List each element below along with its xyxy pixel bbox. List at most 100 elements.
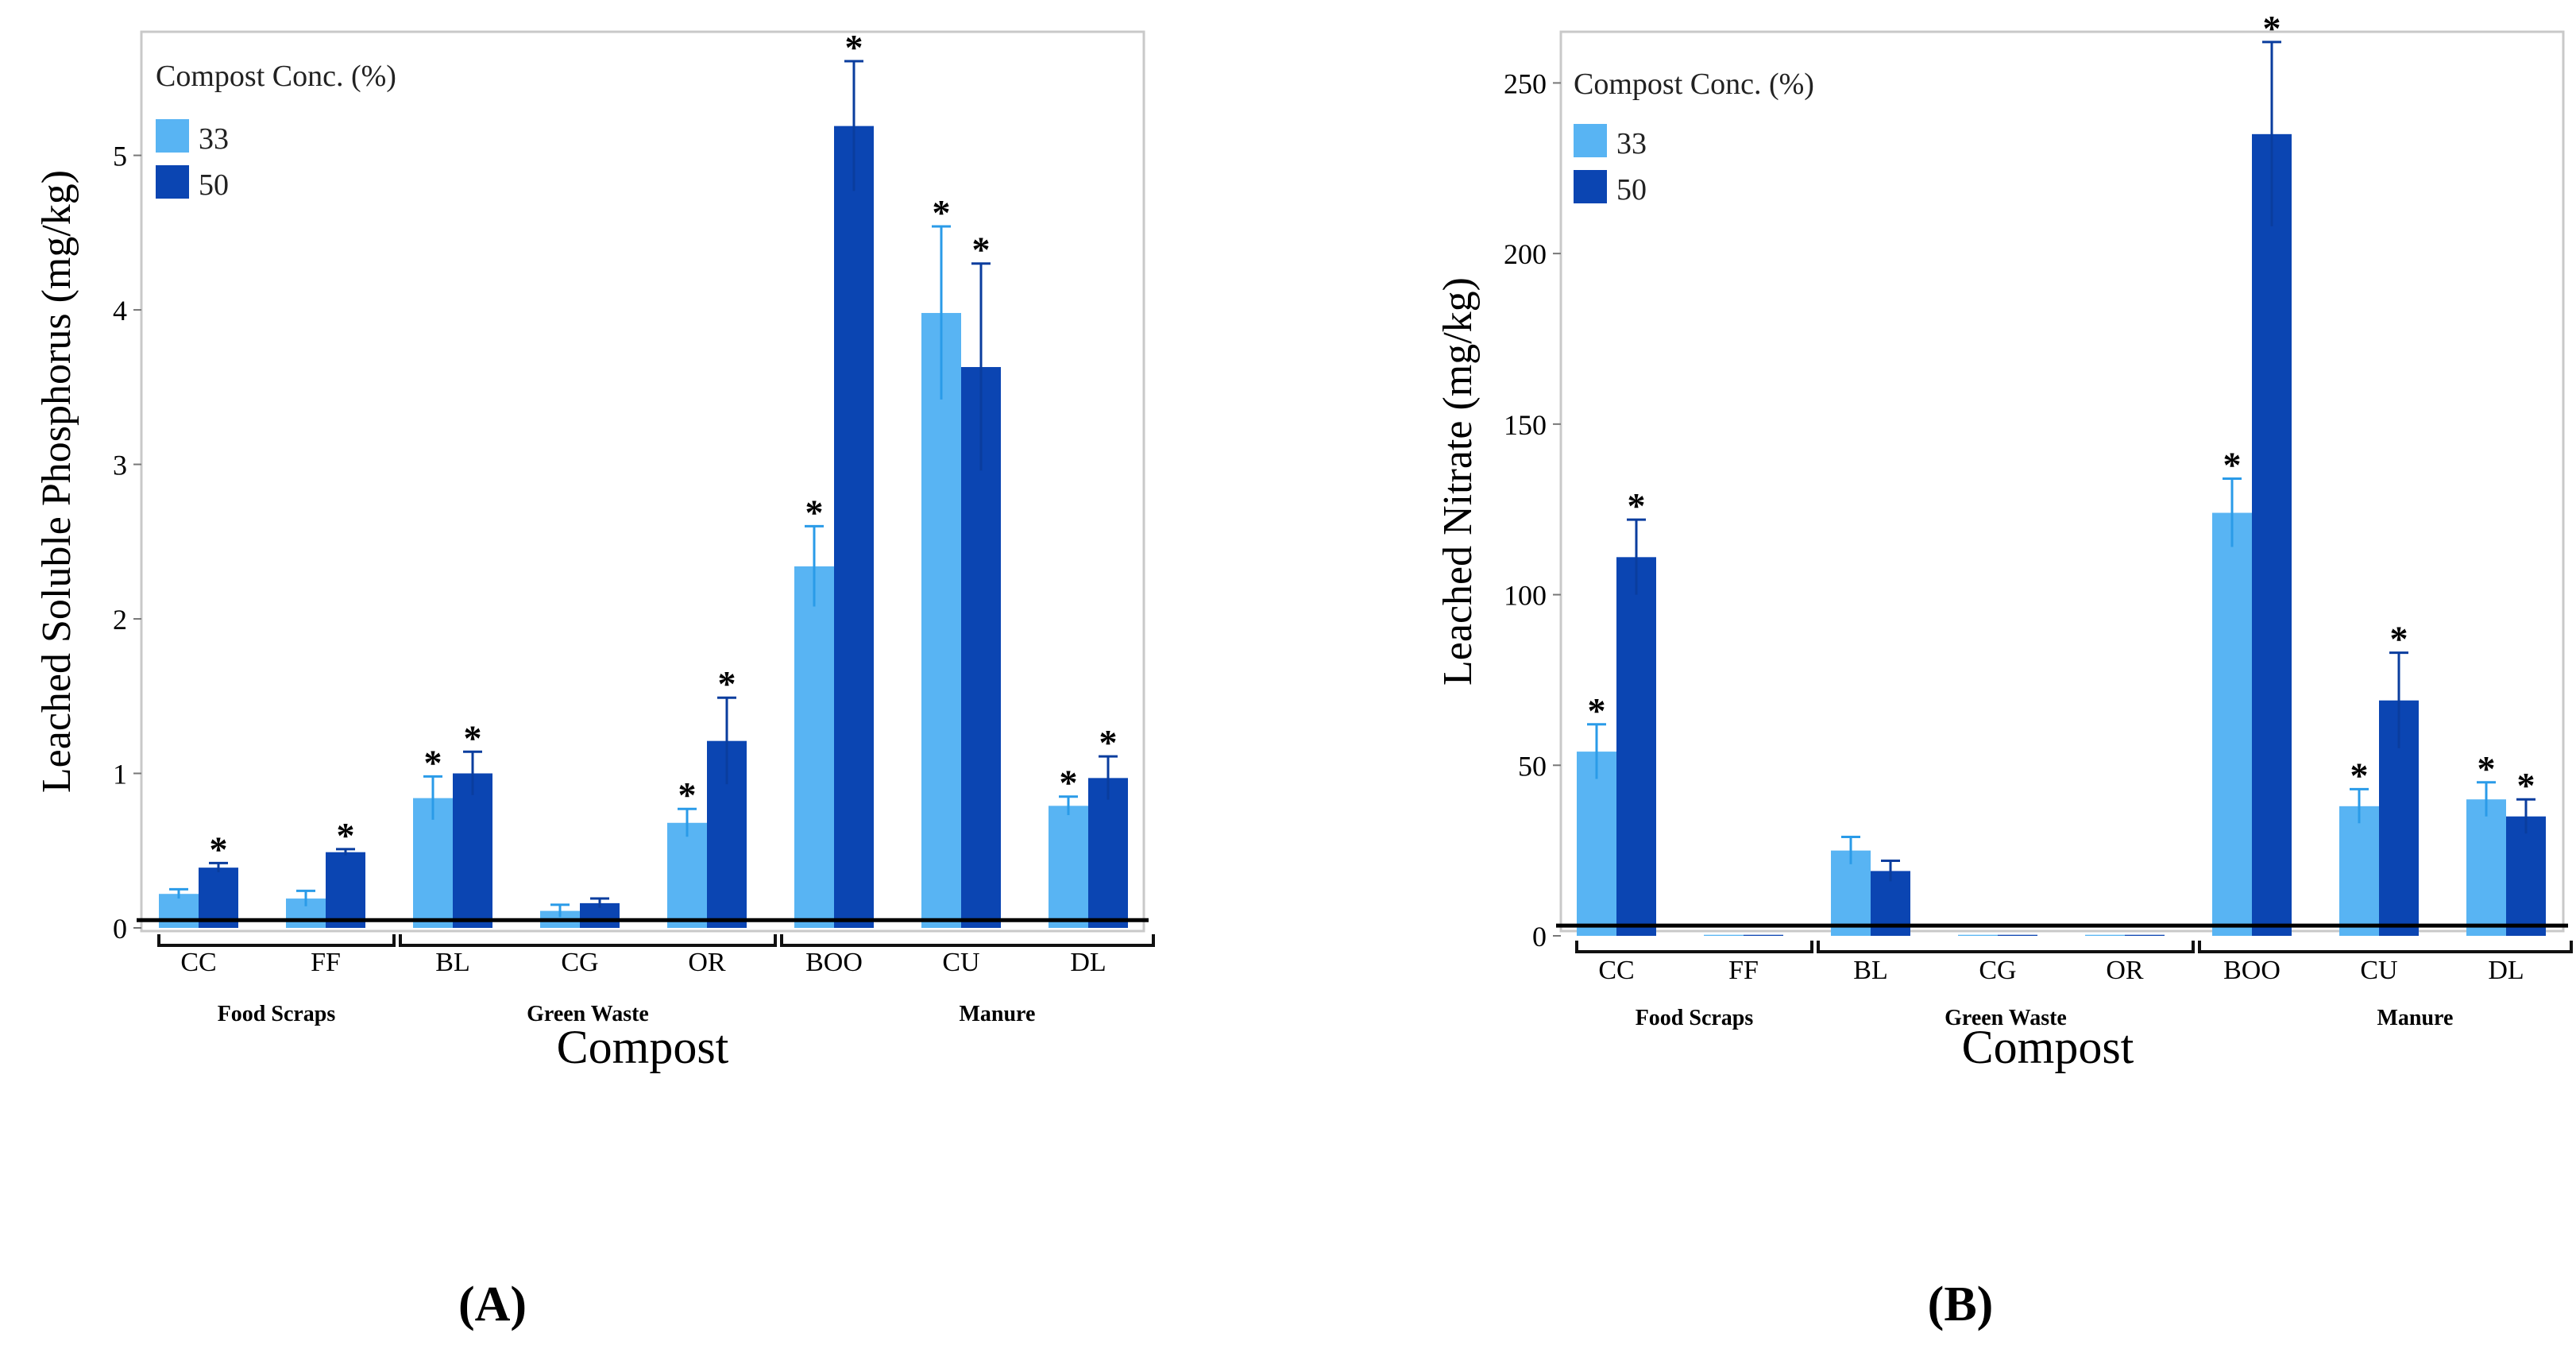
- bar-cc-50: [1616, 557, 1656, 936]
- y-axis-label: Leached Nitrate (mg/kg): [1435, 277, 1481, 686]
- y-tick-label: 0: [113, 913, 127, 945]
- bar-dl-50: [2506, 816, 2546, 936]
- bar-boo-50: [834, 126, 874, 929]
- group-bracket: [399, 934, 777, 947]
- group-bracket: [157, 934, 396, 947]
- bar-or-33: [2085, 934, 2125, 936]
- category-label: BL: [1853, 956, 1887, 985]
- panel-label: (B): [1928, 1277, 1994, 1331]
- panel-a: Compost Conc. (%) 33 50 Leached Soluble …: [34, 27, 1155, 1331]
- group-label: Manure: [959, 1002, 1035, 1026]
- bar-cc-33: [159, 894, 199, 928]
- significance-star: *: [1060, 763, 1078, 803]
- significance-star: *: [464, 717, 482, 758]
- y-tick-label: 1: [113, 759, 127, 790]
- category-label: BL: [435, 948, 469, 977]
- category-label: CU: [2360, 956, 2397, 985]
- legend-swatch-33: [1574, 124, 1607, 157]
- y-tick-label: 4: [113, 295, 127, 327]
- panel-label: (A): [458, 1277, 527, 1331]
- significance-star: *: [1628, 485, 1646, 526]
- y-tick-label: 100: [1504, 580, 1547, 612]
- legend-title: Compost Conc. (%): [156, 60, 396, 93]
- bar-cg-50: [1998, 934, 2037, 936]
- significance-star: *: [2390, 619, 2408, 659]
- significance-star: *: [2517, 765, 2535, 806]
- category-label: DL: [1070, 948, 1106, 977]
- y-tick-label: 2: [113, 604, 127, 636]
- legend-swatch-50: [156, 165, 189, 199]
- group-label: Green Waste: [1945, 1006, 2067, 1030]
- panel-b: Compost Conc. (%) 33 50 Leached Nitrate …: [1435, 8, 2573, 1331]
- significance-star: *: [718, 663, 736, 704]
- bar-dl-33: [2466, 799, 2506, 936]
- significance-star: *: [210, 829, 228, 869]
- significance-star: *: [678, 775, 697, 815]
- significance-star: *: [2478, 748, 2496, 789]
- bar-boo-33: [794, 566, 834, 928]
- bar-or-33: [667, 822, 707, 928]
- significance-star: *: [2223, 445, 2242, 485]
- significance-star: *: [933, 192, 951, 233]
- legend-swatch-50: [1574, 170, 1607, 203]
- y-tick-label: 3: [113, 450, 127, 481]
- group-label: Food Scraps: [1636, 1006, 1754, 1030]
- y-tick-label: 200: [1504, 238, 1547, 270]
- x-axis-label: Compost: [1962, 1021, 2134, 1073]
- bar-ff-50: [1744, 934, 1783, 936]
- bar-cu-33: [2339, 806, 2379, 936]
- significance-star: *: [972, 230, 991, 270]
- significance-star: *: [1099, 722, 1118, 763]
- group-label: Green Waste: [527, 1002, 649, 1026]
- bar-dl-50: [1088, 778, 1128, 928]
- bar-ff-33: [1704, 934, 1744, 936]
- legend-label-33: 33: [1616, 127, 1647, 160]
- group-bracket: [780, 934, 1155, 947]
- significance-star: *: [2350, 755, 2369, 795]
- significance-star: *: [2263, 8, 2281, 48]
- category-label: DL: [2488, 956, 2524, 985]
- significance-star: *: [337, 815, 355, 856]
- category-label: CC: [1598, 956, 1634, 985]
- significance-star: *: [1588, 690, 1606, 731]
- category-label: FF: [1728, 956, 1759, 985]
- legend-title: Compost Conc. (%): [1574, 68, 1814, 101]
- group-label: Manure: [2377, 1006, 2453, 1030]
- y-tick-label: 250: [1504, 68, 1547, 99]
- category-label: BOO: [805, 948, 863, 977]
- bar-cc-33: [1577, 752, 1616, 936]
- y-tick-label: 5: [113, 141, 127, 172]
- category-label: CC: [180, 948, 216, 977]
- group-bracket: [1575, 941, 1813, 953]
- group-label: Food Scraps: [218, 1002, 336, 1026]
- x-axis-label: Compost: [557, 1021, 729, 1073]
- legend-label-50: 50: [199, 168, 229, 202]
- y-tick-label: 50: [1518, 750, 1547, 782]
- group-bracket: [2198, 941, 2573, 953]
- bar-boo-33: [2212, 512, 2252, 936]
- y-tick-label: 150: [1504, 409, 1547, 441]
- category-label: FF: [311, 948, 341, 977]
- legend-label-50: 50: [1616, 173, 1647, 207]
- category-label: OR: [2106, 956, 2144, 985]
- legend-swatch-33: [156, 119, 189, 153]
- bar-cc-50: [199, 868, 238, 928]
- bar-bl-33: [1831, 850, 1871, 936]
- bar-boo-50: [2252, 133, 2292, 936]
- category-label: CG: [561, 948, 598, 977]
- bar-cg-33: [1958, 934, 1998, 936]
- y-axis-label: Leached Soluble Phosphorus (mg/kg): [34, 170, 79, 793]
- significance-star: *: [424, 742, 442, 783]
- significance-star: *: [805, 492, 824, 532]
- category-label: CU: [942, 948, 979, 977]
- category-label: BOO: [2223, 956, 2281, 985]
- bar-ff-50: [326, 852, 365, 928]
- bar-bl-50: [453, 773, 492, 928]
- y-tick-label: 0: [1532, 921, 1547, 953]
- category-label: CG: [1979, 956, 2016, 985]
- bar-cu-33: [921, 312, 961, 928]
- group-bracket: [1817, 941, 2195, 953]
- significance-star: *: [845, 27, 863, 68]
- bar-dl-33: [1049, 806, 1088, 928]
